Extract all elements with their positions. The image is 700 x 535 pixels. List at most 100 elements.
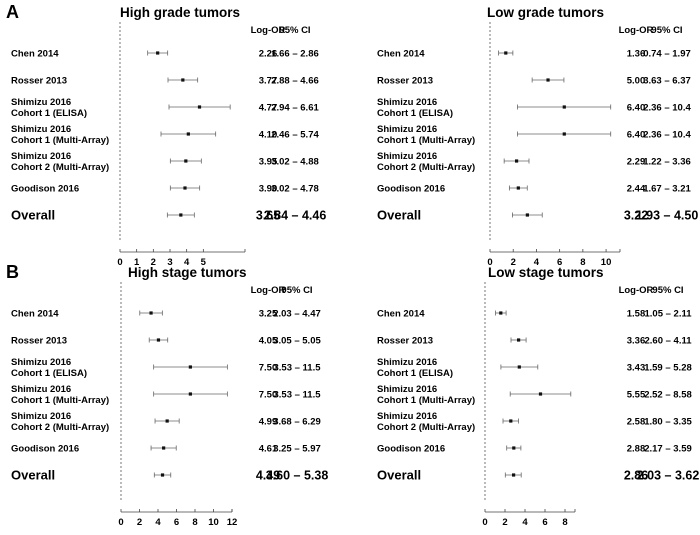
log-or-value: 7.50 <box>259 390 278 401</box>
ci-value: 2.88 – 4.66 <box>271 76 319 87</box>
ci-value: 3.02 – 4.88 <box>271 157 319 168</box>
log-or-value: 5.55 <box>627 390 646 401</box>
x-tick-label: 8 <box>562 517 567 528</box>
ci-value: 1.66 – 2.86 <box>271 49 319 60</box>
x-tick-label: 1 <box>134 257 140 268</box>
log-or-value: 4.05 <box>259 336 278 347</box>
col-header-95ci: 95% CI <box>651 25 682 36</box>
ci-value: 3.68 – 6.29 <box>273 417 321 428</box>
point-estimate <box>184 159 188 163</box>
study-label: Shimizu 2016 <box>377 124 437 135</box>
x-tick-label: 10 <box>601 257 612 268</box>
x-tick-label: 4 <box>184 257 190 268</box>
plot-title: High grade tumors <box>120 5 240 20</box>
point-estimate <box>181 78 185 82</box>
log-or-value: 2.29 <box>627 157 646 168</box>
study-sublabel: Cohort 1 (ELISA) <box>377 108 453 119</box>
ci-value: 3.25 – 5.97 <box>273 444 321 455</box>
log-or-value: 4.77 <box>259 103 278 114</box>
ci-value: 2.60 – 4.11 <box>644 336 692 347</box>
ci-value: 2.94 – 6.61 <box>271 103 319 114</box>
log-or-value: 4.61 <box>259 444 278 455</box>
point-estimate <box>562 132 566 136</box>
overall-label: Overall <box>11 208 55 223</box>
study-sublabel: Cohort 1 (Multi-Array) <box>377 395 475 406</box>
ci-value: 1.59 – 5.28 <box>644 363 692 374</box>
study-sublabel: Cohort 1 (Multi-Array) <box>11 135 109 146</box>
study-label: Shimizu 2016 <box>11 97 71 108</box>
x-tick-label: 2 <box>137 517 142 528</box>
study-sublabel: Cohort 1 (Multi-Array) <box>377 135 475 146</box>
study-label: Chen 2014 <box>11 49 59 60</box>
study-sublabel: Cohort 1 (ELISA) <box>11 368 87 379</box>
x-tick-label: 6 <box>557 257 562 268</box>
overall-point-estimate <box>179 213 183 217</box>
col-header-log-or: Log-OR <box>251 285 286 296</box>
log-or-value: 2.44 <box>627 184 646 195</box>
point-estimate <box>149 311 153 315</box>
overall-log-or-value: 3.65 <box>256 209 280 223</box>
point-estimate <box>162 446 166 450</box>
x-tick-label: 0 <box>118 517 123 528</box>
x-tick-label: 2 <box>502 517 507 528</box>
log-or-value: 4.10 <box>259 130 278 141</box>
study-sublabel: Cohort 2 (Multi-Array) <box>11 162 109 173</box>
x-tick-label: 4 <box>155 517 161 528</box>
point-estimate <box>516 186 520 190</box>
ci-value: 3.63 – 6.37 <box>643 76 691 87</box>
point-estimate <box>512 446 516 450</box>
ci-value: 2.17 – 3.59 <box>644 444 692 455</box>
ci-value: 3.02 – 4.78 <box>271 184 319 195</box>
study-label: Chen 2014 <box>377 49 425 60</box>
study-label: Rosser 2013 <box>11 336 67 347</box>
study-label: Shimizu 2016 <box>377 411 437 422</box>
overall-point-estimate <box>512 473 516 477</box>
col-header-95ci: 95% CI <box>652 285 683 296</box>
study-label: Shimizu 2016 <box>377 97 437 108</box>
x-tick-label: 4 <box>522 517 528 528</box>
point-estimate <box>183 186 187 190</box>
point-estimate <box>156 338 161 342</box>
log-or-value: 2.88 <box>627 444 646 455</box>
ci-value: 2.03 – 4.47 <box>273 309 321 320</box>
overall-ci-value: 1.93 – 4.50 <box>636 209 699 223</box>
ci-value: 1.22 – 3.36 <box>643 157 691 168</box>
point-estimate <box>517 338 521 342</box>
log-or-value: 3.36 <box>627 336 646 347</box>
x-tick-label: 0 <box>487 257 492 268</box>
study-sublabel: Cohort 1 (Multi-Array) <box>11 395 109 406</box>
x-tick-label: 6 <box>174 517 179 528</box>
point-estimate <box>546 78 550 82</box>
study-sublabel: Cohort 2 (Multi-Array) <box>377 162 475 173</box>
study-sublabel: Cohort 1 (ELISA) <box>377 368 453 379</box>
log-or-value: 6.40 <box>627 103 646 114</box>
log-or-value: 7.50 <box>259 363 278 374</box>
ci-value: 3.53 – 11.5 <box>273 363 321 374</box>
overall-point-estimate <box>525 213 529 217</box>
col-header-log-or: Log-OR <box>619 25 654 36</box>
study-label: Chen 2014 <box>377 309 425 320</box>
plot-title: High stage tumors <box>128 265 247 280</box>
x-tick-label: 0 <box>482 517 487 528</box>
study-label: Shimizu 2016 <box>11 124 71 135</box>
study-label: Goodison 2016 <box>11 444 79 455</box>
overall-log-or-value: 2.86 <box>624 469 648 483</box>
x-tick-label: 0 <box>117 257 122 268</box>
col-header-log-or: Log-OR <box>251 25 286 36</box>
x-tick-label: 3 <box>167 257 172 268</box>
study-label: Rosser 2013 <box>11 76 67 87</box>
overall-log-or-value: 3.22 <box>624 209 648 223</box>
ci-value: 2.52 – 8.58 <box>644 390 692 401</box>
log-or-value: 3.43 <box>627 363 646 374</box>
study-label: Shimizu 2016 <box>11 151 71 162</box>
study-label: Goodison 2016 <box>377 184 445 195</box>
log-or-value: 1.36 <box>627 49 646 60</box>
x-tick-label: 2 <box>511 257 516 268</box>
study-label: Shimizu 2016 <box>11 384 71 395</box>
study-label: Rosser 2013 <box>377 76 433 87</box>
log-or-value: 4.99 <box>259 417 278 428</box>
study-label: Chen 2014 <box>11 309 59 320</box>
